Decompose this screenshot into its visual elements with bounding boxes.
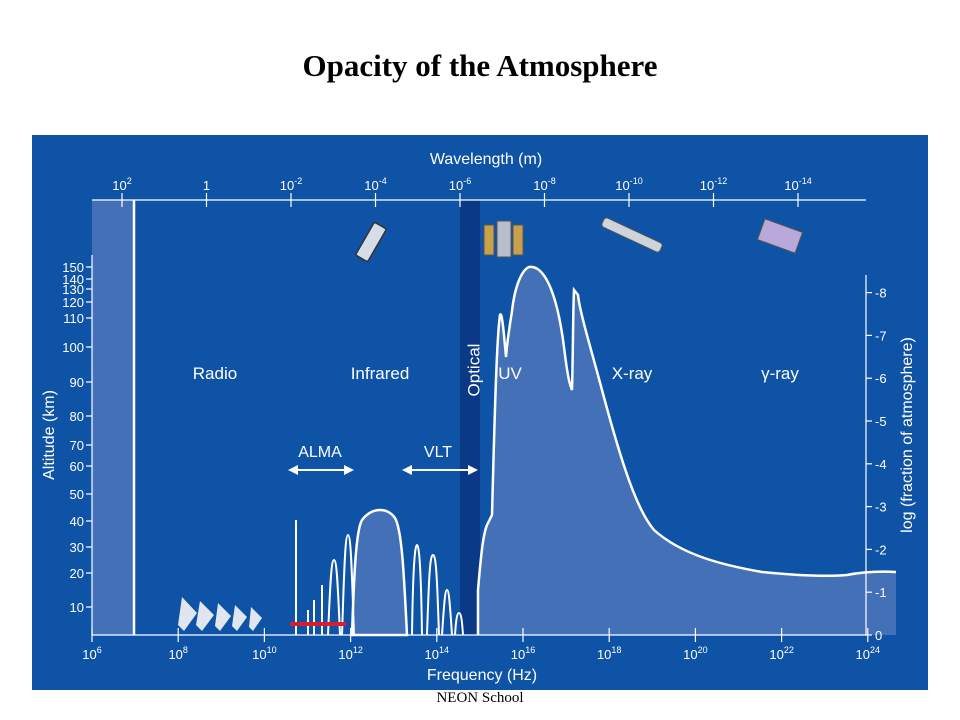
frequency-tick-label: 1024 bbox=[856, 645, 880, 662]
xray-satellite-icon bbox=[601, 217, 663, 253]
region-label-infrared: Infrared bbox=[351, 364, 410, 383]
gamma-ray-satellite-icon bbox=[756, 218, 804, 254]
wavelength-tick-label: 10-8 bbox=[533, 176, 555, 193]
region-label-xray: X-ray bbox=[612, 364, 653, 383]
log-tick-label: -6 bbox=[875, 371, 887, 386]
opacity-curve-fill bbox=[478, 266, 896, 635]
altitude-tick-label: 70 bbox=[70, 438, 84, 453]
altitude-tick-label: 80 bbox=[70, 409, 84, 424]
altitude-tick-label: 120 bbox=[62, 295, 84, 310]
altitude-tick-label: 10 bbox=[70, 600, 84, 615]
wavelength-tick-label: 1 bbox=[203, 178, 210, 193]
log-axis-label: log (fraction of atmosphere) bbox=[899, 337, 916, 533]
region-label-uv: UV bbox=[498, 364, 522, 383]
instrument-label-vlt: VLT bbox=[424, 444, 452, 461]
altitude-tick-label: 130 bbox=[62, 282, 84, 297]
altitude-tick-label: 50 bbox=[70, 487, 84, 502]
log-tick-label: -2 bbox=[875, 542, 887, 557]
frequency-tick-label: 1018 bbox=[597, 645, 621, 662]
alma-range-arrow bbox=[288, 465, 354, 475]
optical-band bbox=[460, 200, 480, 635]
altitude-tick-label: 140 bbox=[62, 272, 84, 287]
wavelength-ticks: 102 1 10-2 10-4 10-6 10-8 10-10 10-12 10-14 bbox=[112, 176, 812, 207]
infrared-window-fill bbox=[350, 508, 409, 637]
frequency-tick-label: 1020 bbox=[683, 645, 707, 662]
log-tick-label: -5 bbox=[875, 414, 887, 429]
frequency-tick-label: 1016 bbox=[511, 645, 535, 662]
frequency-tick-label: 1010 bbox=[252, 645, 276, 662]
slide-title: Opacity of the Atmosphere bbox=[302, 48, 658, 83]
log-tick-label: -4 bbox=[875, 457, 887, 472]
altitude-tick-label: 40 bbox=[70, 514, 84, 529]
opacity-curve-line bbox=[476, 265, 897, 635]
ionosphere-opaque-band bbox=[92, 200, 134, 635]
frequency-ticks: 106 108 1010 1012 1014 1016 1018 1020 1022 1024 bbox=[82, 628, 880, 662]
instrument-label-alma: ALMA bbox=[298, 444, 342, 461]
altitude-tick-label: 30 bbox=[70, 540, 84, 555]
wavelength-tick-label: 10-2 bbox=[280, 176, 302, 193]
wavelength-tick-label: 10-10 bbox=[615, 176, 642, 193]
altitude-tick-label: 110 bbox=[63, 311, 84, 326]
region-label-radio: Radio bbox=[193, 364, 237, 383]
atmospheric-opacity-diagram: Radio Infrared Optical UV X-ray γ-ray AL… bbox=[32, 135, 928, 690]
wavelength-tick-label: 10-6 bbox=[449, 176, 471, 193]
wavelength-tick-label: 10-12 bbox=[700, 176, 727, 193]
hubble-telescope-icon bbox=[483, 220, 524, 258]
region-label-gamma: γ-ray bbox=[761, 364, 799, 383]
altitude-axis-label: Altitude (km) bbox=[41, 390, 58, 480]
altitude-tick-label: 60 bbox=[70, 459, 84, 474]
log-tick-label: -7 bbox=[875, 328, 887, 343]
footer-label: NEON School bbox=[436, 690, 524, 706]
log-tick-label: -3 bbox=[875, 500, 887, 515]
log-tick-label: 0 bbox=[875, 628, 882, 643]
frequency-tick-label: 1012 bbox=[338, 645, 362, 662]
frequency-tick-label: 106 bbox=[82, 645, 101, 662]
wavelength-tick-label: 10-4 bbox=[364, 176, 386, 193]
frequency-tick-label: 1014 bbox=[425, 645, 449, 662]
altitude-tick-label: 20 bbox=[70, 566, 84, 581]
frequency-tick-label: 108 bbox=[168, 645, 187, 662]
wavelength-tick-label: 102 bbox=[112, 176, 131, 193]
frequency-tick-label: 1022 bbox=[769, 645, 793, 662]
log-tick-label: -8 bbox=[875, 286, 887, 301]
region-label-optical: Optical bbox=[464, 344, 483, 397]
infrared-telescope-icon bbox=[355, 222, 387, 262]
frequency-axis-label: Frequency (Hz) bbox=[427, 667, 537, 684]
vlt-range-arrow bbox=[402, 465, 478, 475]
log-ticks: 0 -1 -2 -3 -4 -5 -6 -7 -8 bbox=[866, 286, 887, 643]
wavelength-tick-label: 10-14 bbox=[784, 176, 811, 193]
altitude-tick-label: 100 bbox=[62, 340, 84, 355]
altitude-tick-label: 150 bbox=[62, 260, 84, 275]
wavelength-axis-label: Wavelength (m) bbox=[430, 151, 542, 168]
radio-dish-array-icon bbox=[178, 597, 262, 631]
altitude-tick-label: 90 bbox=[70, 375, 84, 390]
log-tick-label: -1 bbox=[875, 585, 887, 600]
